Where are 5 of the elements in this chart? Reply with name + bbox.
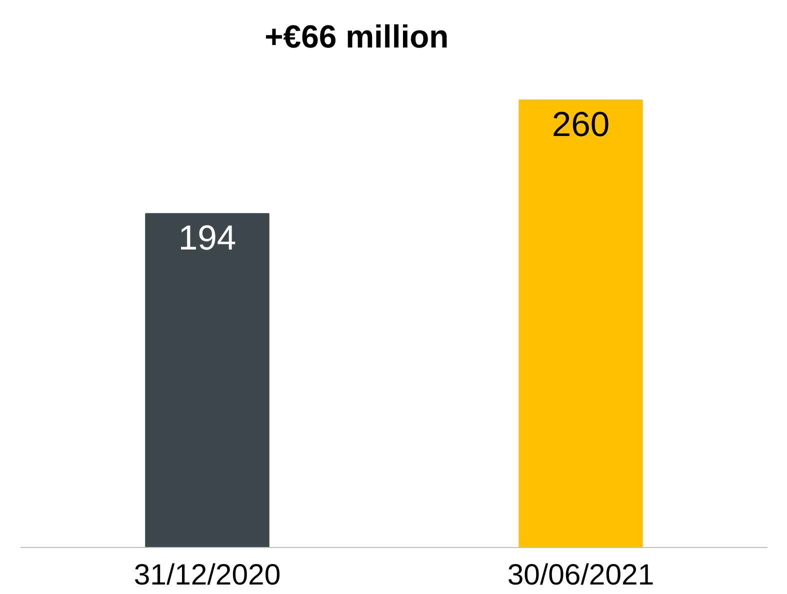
- text: +€66 million: [264, 18, 449, 54]
- data-label: 260: [552, 106, 610, 144]
- x-tick-label: 31/12/2020: [134, 558, 281, 592]
- x-tick-label: 30/06/2021: [507, 558, 654, 592]
- data-label: 194: [178, 220, 236, 258]
